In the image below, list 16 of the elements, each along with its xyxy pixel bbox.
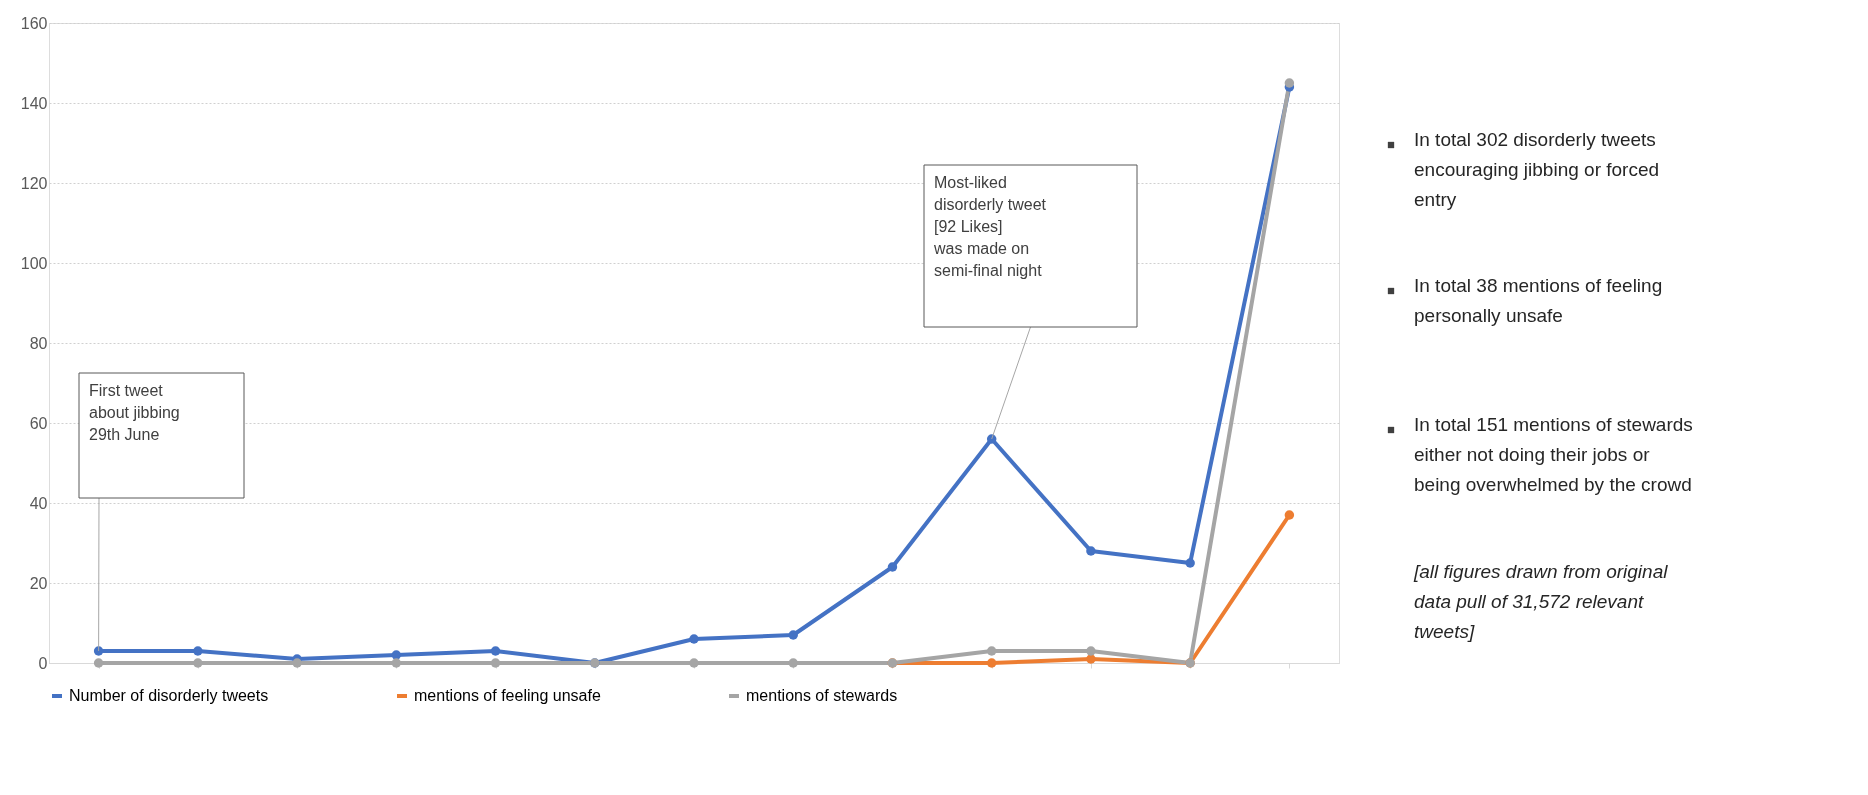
y-tick-label: 40 [29,494,48,512]
text: In total 151 mentions of stewards either not doing their jobs or being overwhelmed by the crowd [1414,414,1693,495]
y-tick-label: 60 [29,414,48,432]
y-tick-label: 100 [20,254,48,272]
text: In total 302 disorderly tweets encouraging jibbing or forced entry [1414,129,1660,210]
y-tick-label: 160 [20,14,48,32]
y-tick-label: 120 [20,174,48,192]
text: [all figures drawn from original data pull of 31,572 relevant tweets] [1413,561,1669,642]
text: In total 38 mentions of feeling personally unsafe [1414,275,1663,326]
legend-label: mentions of feeling unsafe [414,687,601,704]
legend-label: mentions of stewards [746,687,898,704]
y-tick-label: 140 [20,94,48,112]
y-tick-label: 80 [29,334,48,352]
y-tick-label: 20 [29,574,48,592]
y-tick-label: 0 [38,654,48,672]
legend-label: Number of disorderly tweets [69,687,269,704]
